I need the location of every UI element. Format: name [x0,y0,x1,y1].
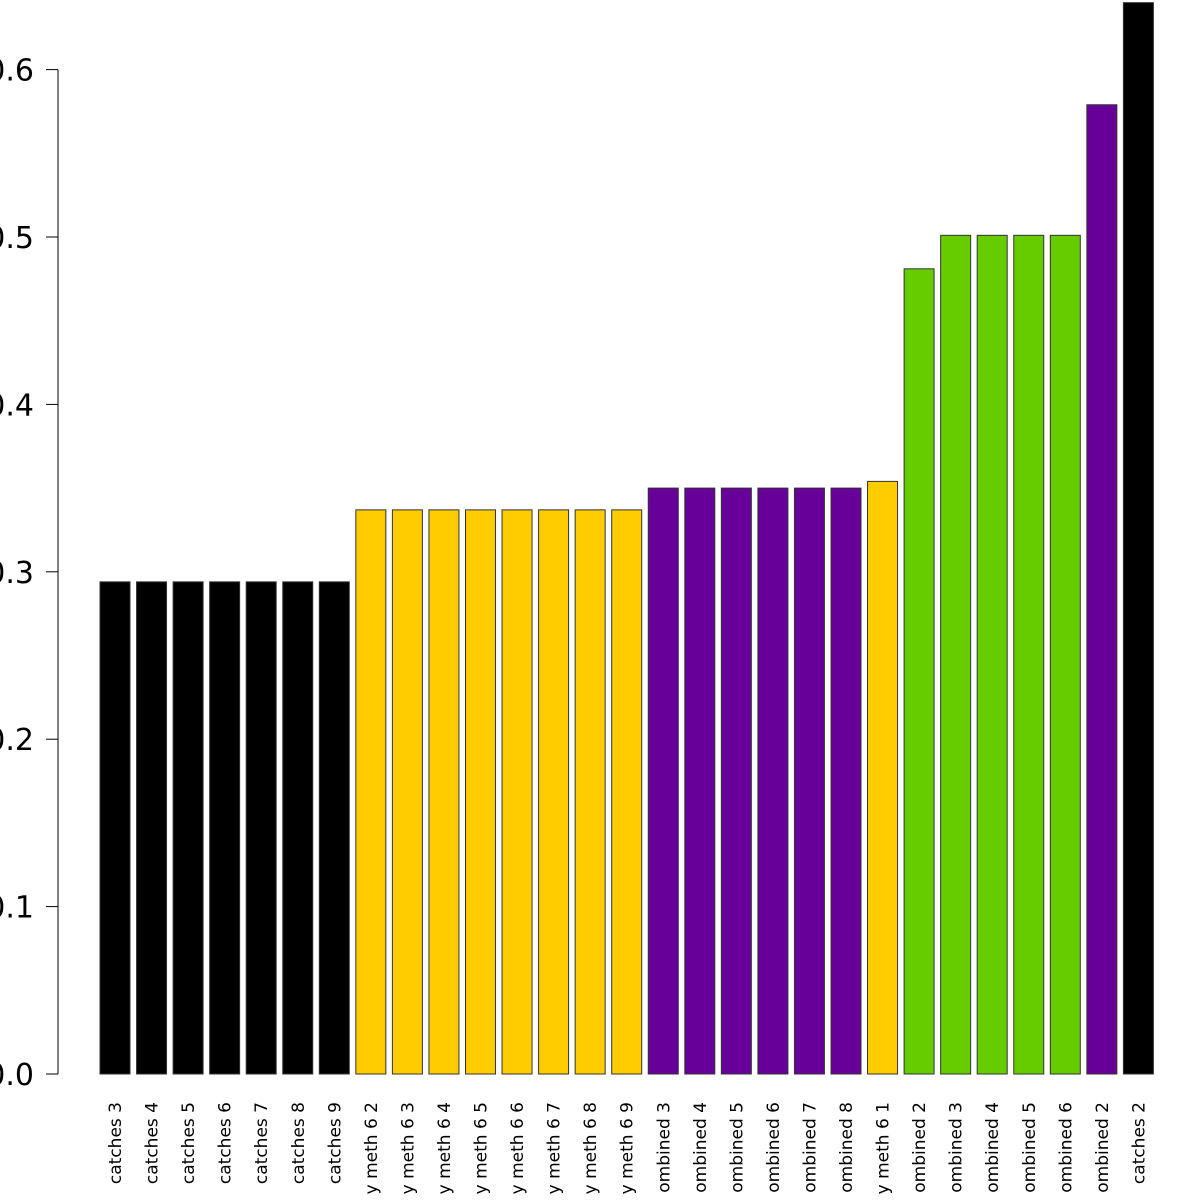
bar [282,581,314,1075]
x-tick-label: catches 5 [179,1102,199,1184]
bar [355,509,387,1075]
x-tick-label: ombined 4 [983,1102,1003,1193]
y-tick-label: 0.3 [0,556,34,591]
bar [99,581,131,1075]
bars [99,2,1154,1075]
x-tick-label: ombined 8 [837,1102,857,1193]
y-tick-label: 0.1 [0,891,34,926]
bar [1013,234,1045,1075]
bar [136,581,168,1075]
x-tick-label: y meth 6 5 [472,1102,492,1194]
x-tick-label: y meth 6 6 [508,1102,528,1194]
y-tick-label: 0.0 [0,1058,34,1093]
bar [245,581,277,1075]
y-tick-label: 0.5 [0,221,34,256]
bar [172,581,204,1075]
bar [684,487,716,1075]
bar [940,234,972,1075]
bar [611,509,643,1075]
x-tick-label: ombined 3 [947,1102,967,1193]
x-tick-label: catches 7 [252,1102,272,1184]
y-tick-label: 0.6 [0,54,34,89]
x-tick-label: y meth 6 4 [435,1102,455,1194]
x-tick-label: y meth 6 3 [398,1102,418,1194]
x-tick-label: ombined 5 [1020,1102,1040,1193]
x-tick-label: catches 9 [325,1102,345,1184]
bar [538,509,570,1075]
bar [976,234,1008,1075]
bar [428,509,460,1075]
x-tick-label: catches 2 [1129,1102,1149,1184]
bar [1086,104,1118,1075]
x-tick-label: ombined 2 [910,1102,930,1193]
bar [574,509,606,1075]
bar [903,268,935,1075]
x-tick-label: ombined 3 [654,1102,674,1193]
x-tick-label: ombined 2 [1093,1102,1113,1193]
x-tick-label: ombined 4 [691,1102,711,1193]
x-tick-label: catches 3 [106,1102,126,1184]
x-axis-labels: catches 3 catches 4 catches 5 catches 6 catc… [106,1102,1149,1194]
bar [1122,2,1154,1075]
x-tick-label: y meth 6 8 [581,1102,601,1194]
bar [647,487,679,1075]
bar [793,487,825,1075]
y-axis: 0.0 0.1 0.2 0.3 0.4 0.5 0.6 [0,54,59,1093]
y-tick-label: 0.4 [0,388,34,423]
x-tick-label: catches 6 [216,1102,236,1184]
bar [720,487,752,1075]
x-tick-label: ombined 6 [1056,1102,1076,1193]
x-tick-label: y meth 6 1 [874,1102,894,1194]
bar [1049,234,1081,1075]
bar [391,509,423,1075]
bar [830,487,862,1075]
bar [209,581,241,1075]
x-tick-label: y meth 6 9 [618,1102,638,1194]
x-tick-label: ombined 7 [800,1102,820,1193]
bar [757,487,789,1075]
bar [867,480,899,1075]
x-tick-label: y meth 6 7 [545,1102,565,1194]
bar [501,509,533,1075]
x-tick-label: catches 4 [143,1102,163,1184]
x-tick-label: ombined 5 [727,1102,747,1193]
x-tick-label: y meth 6 2 [362,1102,382,1194]
bar [465,509,496,1075]
x-tick-label: ombined 6 [764,1102,784,1193]
x-tick-label: catches 8 [289,1102,309,1184]
bar [318,581,350,1075]
y-tick-label: 0.2 [0,723,34,758]
